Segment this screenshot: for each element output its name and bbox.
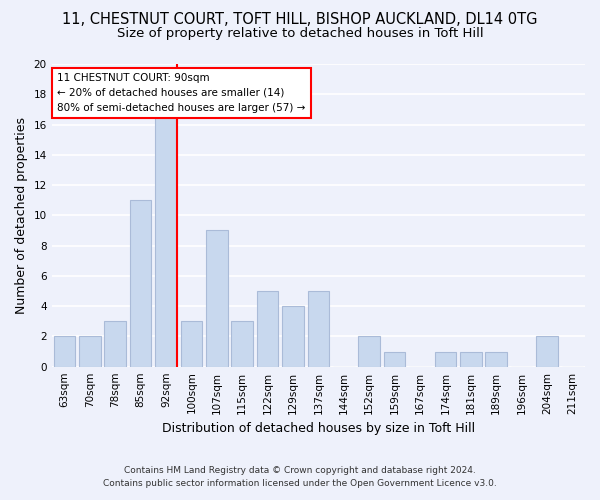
Bar xyxy=(155,110,177,366)
Y-axis label: Number of detached properties: Number of detached properties xyxy=(15,117,28,314)
Bar xyxy=(206,230,227,366)
Bar xyxy=(308,291,329,366)
Text: Contains HM Land Registry data © Crown copyright and database right 2024.
Contai: Contains HM Land Registry data © Crown c… xyxy=(103,466,497,487)
Bar xyxy=(384,352,406,366)
Bar xyxy=(130,200,151,366)
Bar xyxy=(257,291,278,366)
Bar xyxy=(536,336,557,366)
Bar xyxy=(232,322,253,366)
Text: Size of property relative to detached houses in Toft Hill: Size of property relative to detached ho… xyxy=(116,28,484,40)
Bar xyxy=(79,336,101,366)
Bar xyxy=(485,352,507,366)
Text: 11, CHESTNUT COURT, TOFT HILL, BISHOP AUCKLAND, DL14 0TG: 11, CHESTNUT COURT, TOFT HILL, BISHOP AU… xyxy=(62,12,538,28)
Bar xyxy=(358,336,380,366)
Bar xyxy=(282,306,304,366)
Bar xyxy=(434,352,456,366)
Bar xyxy=(181,322,202,366)
Bar xyxy=(460,352,482,366)
X-axis label: Distribution of detached houses by size in Toft Hill: Distribution of detached houses by size … xyxy=(162,422,475,435)
Text: 11 CHESTNUT COURT: 90sqm
← 20% of detached houses are smaller (14)
80% of semi-d: 11 CHESTNUT COURT: 90sqm ← 20% of detach… xyxy=(57,73,305,112)
Bar xyxy=(104,322,126,366)
Bar xyxy=(53,336,75,366)
